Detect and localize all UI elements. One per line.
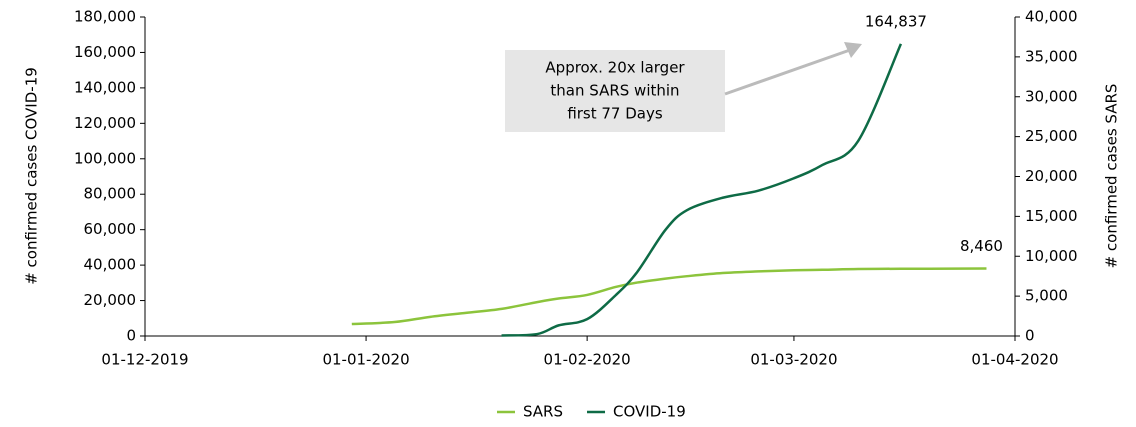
y-tick-label: 0 <box>126 327 136 345</box>
y2-tick-label: 5,000 <box>1025 287 1068 305</box>
data-label: 164,837 <box>865 12 927 30</box>
x-tick-label: 01-03-2020 <box>750 351 837 369</box>
y-tick-label: 60,000 <box>84 220 137 238</box>
y-tick-label: 180,000 <box>74 8 136 26</box>
annotation-text: than SARS within <box>550 82 679 100</box>
y-tick-label: 20,000 <box>84 291 137 309</box>
y-axis-label: # confirmed cases COVID-19 <box>23 67 41 285</box>
annotation-arrow <box>724 48 851 96</box>
y-tick-label: 140,000 <box>74 78 136 96</box>
line-series <box>501 43 903 337</box>
y2-tick-label: 10,000 <box>1025 247 1078 265</box>
x-tick-label: 01-01-2020 <box>322 351 409 369</box>
y2-tick-label: 35,000 <box>1025 47 1078 65</box>
annotation-box <box>505 50 725 132</box>
y-tick-label: 100,000 <box>74 149 136 167</box>
y-tick-label: 40,000 <box>84 256 137 274</box>
y-tick-label: 80,000 <box>84 185 137 203</box>
y2-tick-label: 0 <box>1025 327 1035 345</box>
y2-tick-label: 40,000 <box>1025 8 1078 26</box>
annotation-arrowhead <box>844 42 862 58</box>
y2-tick-label: 25,000 <box>1025 127 1078 145</box>
y-tick-label: 160,000 <box>74 43 136 61</box>
y2-axis-label: # confirmed cases SARS <box>1103 84 1121 269</box>
y2-tick-label: 30,000 <box>1025 87 1078 105</box>
legend-label: SARS <box>523 403 563 421</box>
x-tick-label: 01-04-2020 <box>971 351 1058 369</box>
x-tick-label: 01-02-2020 <box>544 351 631 369</box>
y2-tick-label: 20,000 <box>1025 167 1078 185</box>
legend-label: COVID-19 <box>613 403 686 421</box>
line-series <box>351 267 987 326</box>
y2-tick-label: 15,000 <box>1025 207 1078 225</box>
y-tick-label: 120,000 <box>74 114 136 132</box>
annotation-text: Approx. 20x larger <box>545 59 685 77</box>
annotation-text: first 77 Days <box>567 105 663 123</box>
data-label: 8,460 <box>960 237 1003 255</box>
x-tick-label: 01-12-2019 <box>101 351 188 369</box>
